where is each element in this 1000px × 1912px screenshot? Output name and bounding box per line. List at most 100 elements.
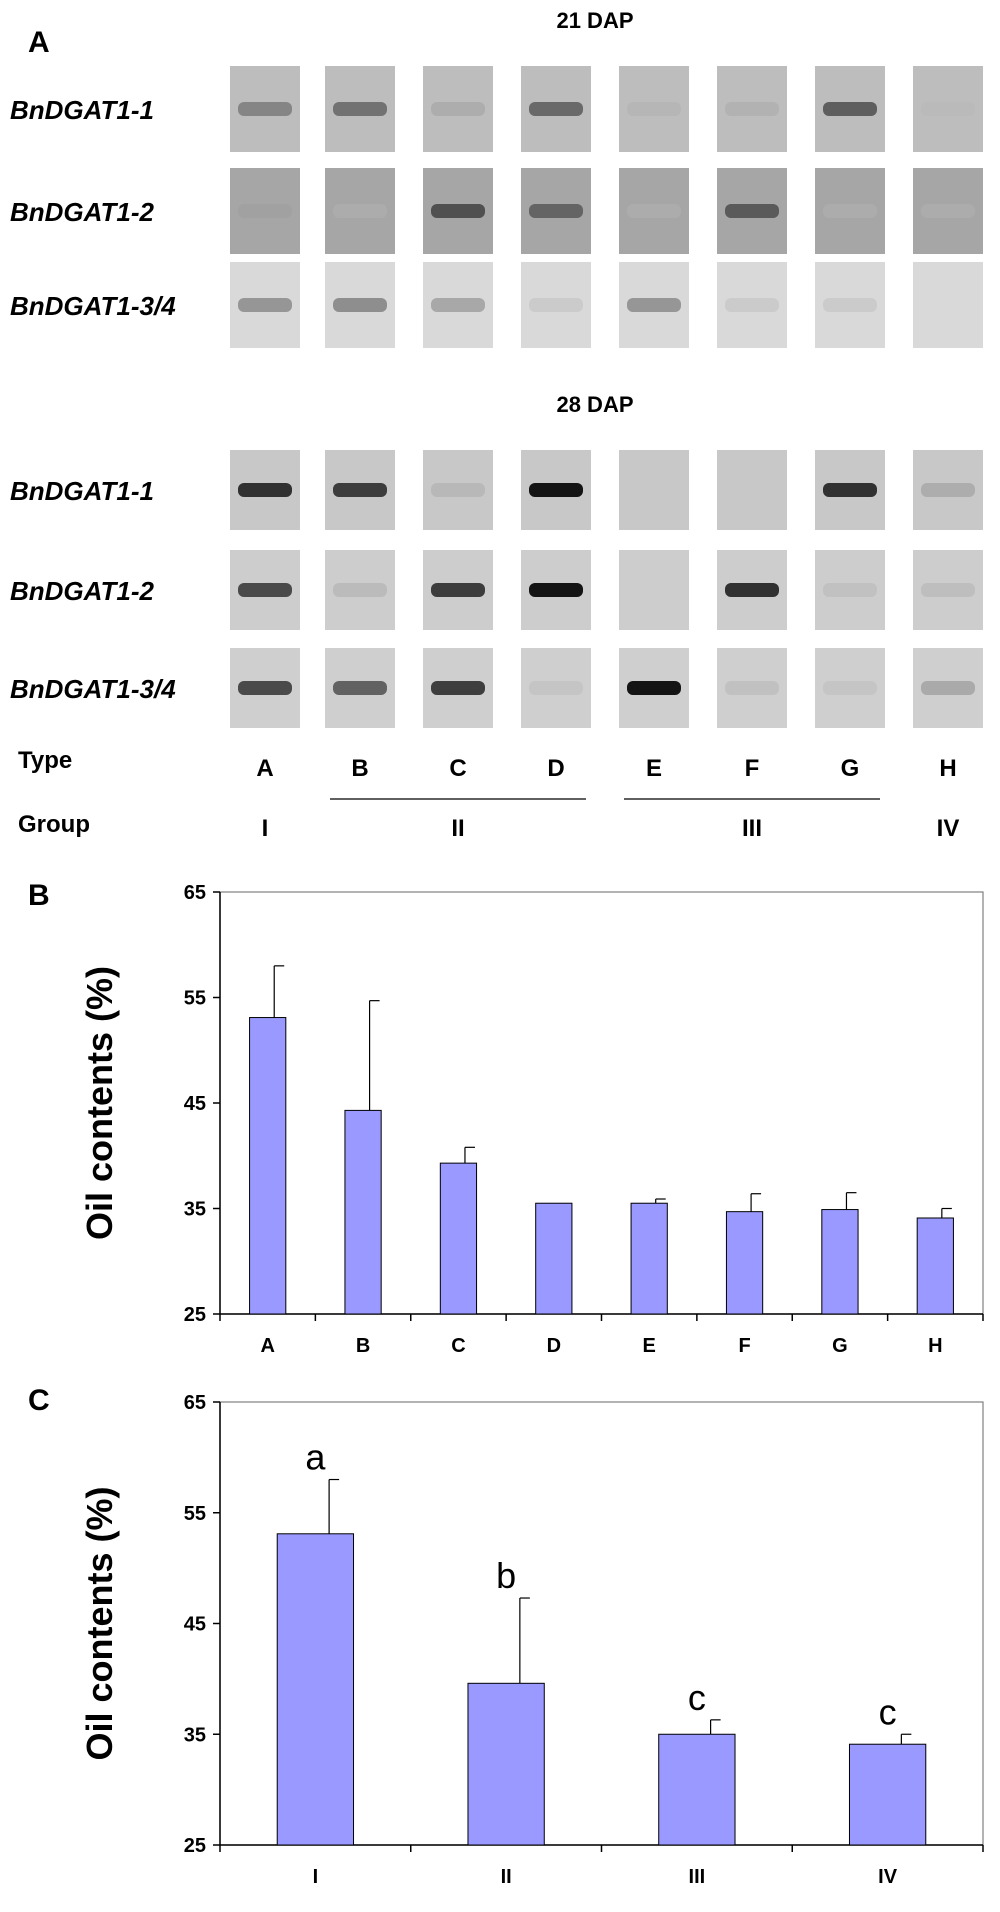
group-label: I [262, 815, 269, 842]
gel-band [333, 204, 387, 218]
significance-label: a [305, 1437, 326, 1478]
gel-lane [913, 66, 983, 152]
gel-band [823, 102, 877, 116]
panel-c-letter: C [28, 1384, 50, 1417]
gel-lane [619, 450, 689, 530]
gel-band [431, 102, 485, 116]
group-labels: I II III IV [262, 798, 960, 842]
gel-lane [325, 550, 395, 630]
x-tick-label: D [547, 1335, 561, 1357]
bar-iv [848, 1743, 927, 1846]
lane-label: E [646, 755, 662, 782]
bar-h [916, 1217, 954, 1315]
gel-band [921, 102, 975, 116]
lane-label: F [745, 755, 760, 782]
bar-g [821, 1209, 859, 1315]
gel-band [333, 102, 387, 116]
lane-label: B [351, 755, 368, 782]
stage-title: 21 DAP [556, 8, 633, 33]
gel-lane [717, 450, 787, 530]
lane-labels: A B C D E F G H [256, 755, 956, 782]
gene-label: BnDGAT1-3/4 [10, 291, 176, 321]
x-tick-label: E [643, 1335, 656, 1357]
gel-band [238, 681, 292, 695]
gel-lane [913, 550, 983, 630]
gel-lane [717, 262, 787, 348]
gel-lane [423, 450, 493, 530]
gel-stage: 21 DAP BnDGAT1-1 BnDGAT1-2 BnDGAT1-3/4 [10, 8, 983, 348]
gel-band [725, 583, 779, 597]
gel-band [921, 483, 975, 497]
bar-a [249, 1017, 287, 1315]
panel-a-letter: A [28, 26, 50, 59]
x-tick-label: I [313, 1866, 319, 1888]
gel-band [725, 298, 779, 312]
significance-label: c [879, 1691, 897, 1732]
y-tick-label: 65 [184, 882, 206, 904]
gel-band [333, 583, 387, 597]
x-tick-label: IV [878, 1866, 898, 1888]
gel-lane [325, 168, 395, 254]
gel-band [431, 483, 485, 497]
lane-label: H [939, 755, 956, 782]
bar-c [439, 1162, 478, 1315]
gel-band [529, 681, 583, 695]
significance-label: c [688, 1677, 706, 1718]
gel-band [823, 204, 877, 218]
y-tick-label: 45 [184, 1614, 206, 1636]
gel-lane [521, 262, 591, 348]
gel-lane [717, 66, 787, 152]
gel-lane [521, 648, 591, 728]
bar-d [535, 1202, 573, 1315]
y-tick-label: 55 [184, 1503, 206, 1525]
gel-band [627, 102, 681, 116]
gel-lane [423, 66, 493, 152]
group-label: IV [937, 815, 960, 842]
gel-band [725, 204, 779, 218]
gel-band [627, 298, 681, 312]
gel-band [529, 298, 583, 312]
gel-band [431, 583, 485, 597]
x-tick-label: III [689, 1866, 706, 1888]
panel-b-chart: B 25 35 45 55 65 Oil contents (%) A B C D E F G H [28, 879, 984, 1357]
gel-band [238, 483, 292, 497]
gel-lane [230, 168, 300, 254]
gel-band [529, 483, 583, 497]
gel-lane [913, 262, 983, 348]
gel-band [238, 102, 292, 116]
x-tick-label: G [832, 1335, 848, 1357]
y-tick-label: 45 [184, 1093, 206, 1115]
y-axis-label: Oil contents (%) [79, 1486, 120, 1760]
lane-label: G [841, 755, 860, 782]
bar-i [276, 1533, 355, 1846]
gel-band [529, 204, 583, 218]
gel-lane [815, 262, 885, 348]
gel-band [921, 204, 975, 218]
x-tick-label: II [501, 1866, 512, 1888]
gel-band [627, 204, 681, 218]
gel-lane [815, 648, 885, 728]
gene-label: BnDGAT1-1 [10, 476, 154, 506]
y-tick-label: 25 [184, 1304, 206, 1326]
gel-band [627, 681, 681, 695]
bar-iii [658, 1733, 736, 1846]
gel-band [921, 583, 975, 597]
panel-c-chart: C 25 35 45 55 65 Oil contents (%) a Ib II c III c IV [28, 1384, 984, 1888]
bar-e [630, 1202, 668, 1315]
gel-band [238, 583, 292, 597]
gel-band [431, 681, 485, 695]
gel-lane [815, 550, 885, 630]
gel-band [823, 483, 877, 497]
gel-band [725, 102, 779, 116]
gel-lane [913, 168, 983, 254]
gel-band [238, 204, 292, 218]
type-row-label: Type [18, 747, 72, 774]
gel-lane [619, 550, 689, 630]
gel-lane [619, 66, 689, 152]
gel-band [529, 102, 583, 116]
gel-band [238, 298, 292, 312]
y-tick-label: 25 [184, 1835, 206, 1857]
bar-f [725, 1211, 764, 1315]
